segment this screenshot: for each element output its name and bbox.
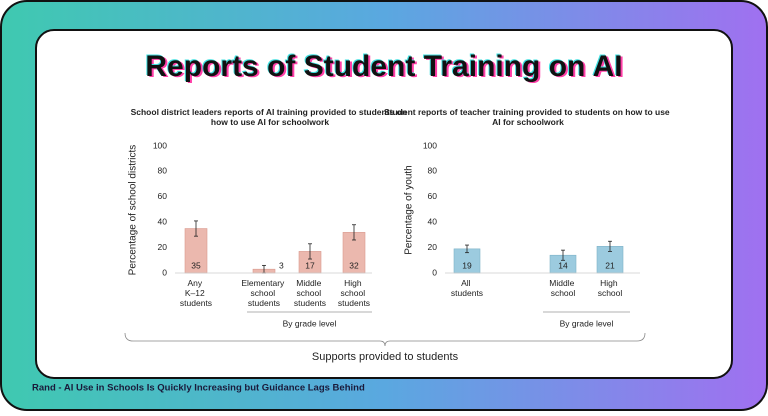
title-shadow: Reports of Student Training on AI <box>144 49 621 82</box>
title-shadow: Reports of Student Training on AI <box>147 51 624 84</box>
chart-title: School district leaders reports of AI tr… <box>131 107 410 127</box>
y-tick-label: 100 <box>423 140 437 150</box>
y-tick-label: 60 <box>158 191 168 201</box>
card <box>35 29 733 379</box>
x-tick-label: Middle school <box>549 278 576 298</box>
data-label: 21 <box>605 260 615 270</box>
y-axis-label: Percentage of school districts <box>128 145 139 276</box>
bracket <box>124 332 646 347</box>
data-label: 19 <box>462 260 472 270</box>
footer: Rand - AI Use in Schools Is Quickly Incr… <box>32 383 365 394</box>
bracket-label: Supports provided to students <box>312 351 459 363</box>
y-tick-label: 0 <box>432 267 437 277</box>
x-tick-label: All students <box>451 278 483 298</box>
x-tick-label: High school <box>598 278 623 298</box>
error-bar <box>608 240 612 252</box>
y-tick-label: 60 <box>428 191 438 201</box>
x-tick-label: High school students <box>338 278 370 308</box>
x-tick-label: Elementary school students <box>241 278 286 308</box>
y-tick-label: 80 <box>158 166 168 176</box>
error-bar <box>465 244 469 254</box>
data-label: 3 <box>279 260 284 270</box>
data-label: 17 <box>305 260 315 270</box>
error-bar <box>561 249 565 261</box>
y-tick-label: 20 <box>428 242 438 252</box>
group-label: By grade level <box>283 318 337 328</box>
y-tick-label: 0 <box>162 267 167 277</box>
y-tick-label: 80 <box>428 166 438 176</box>
y-tick-label: 40 <box>158 216 168 226</box>
x-tick-label: Middle school students <box>294 278 326 308</box>
error-bar <box>194 220 198 237</box>
x-tick-label: Any K–12 students <box>180 278 212 308</box>
y-tick-label: 100 <box>153 140 167 150</box>
error-bar <box>352 224 356 241</box>
y-tick-label: 40 <box>428 216 438 226</box>
data-label: 35 <box>191 260 201 270</box>
group-label: By grade level <box>560 318 614 328</box>
data-label: 14 <box>558 260 568 270</box>
y-axis-label: Percentage of youth <box>404 165 415 255</box>
chart-title: Student reports of teacher training prov… <box>384 107 672 127</box>
data-label: 32 <box>349 260 359 270</box>
title: Reports of Student Training on AI <box>145 50 622 83</box>
y-tick-label: 20 <box>158 242 168 252</box>
error-bar <box>308 243 312 260</box>
